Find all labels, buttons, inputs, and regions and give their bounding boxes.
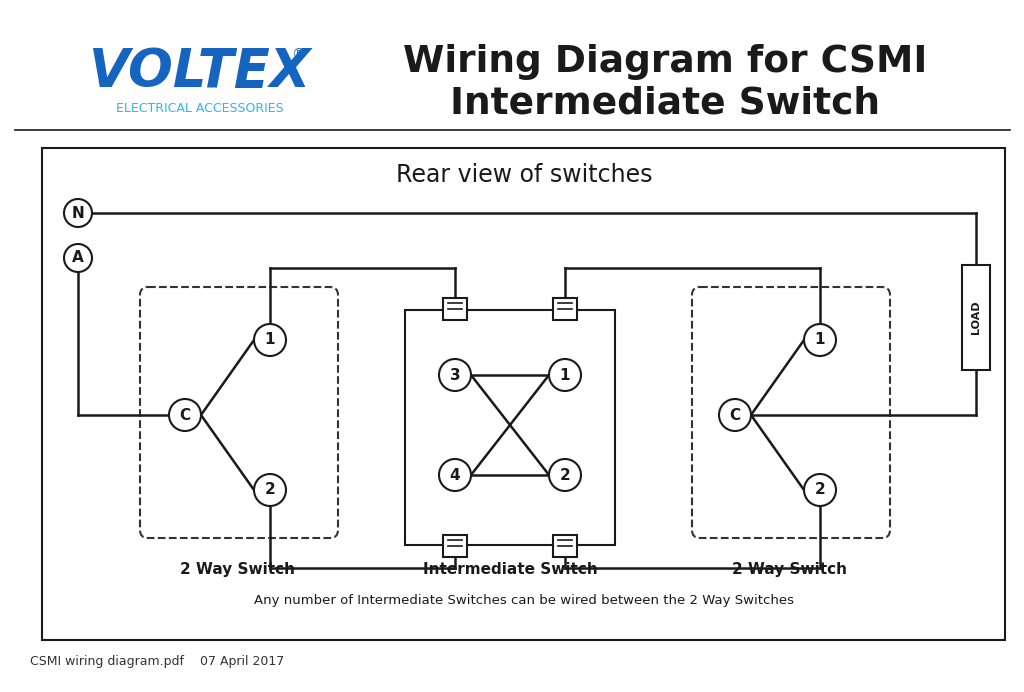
Text: Rear view of switches: Rear view of switches — [395, 163, 652, 187]
Text: Intermediate Switch: Intermediate Switch — [450, 85, 880, 121]
Text: ELECTRICAL ACCESSORIES: ELECTRICAL ACCESSORIES — [116, 102, 284, 114]
Circle shape — [254, 474, 286, 506]
Bar — [443, 298, 467, 320]
Text: 2: 2 — [815, 482, 825, 498]
FancyBboxPatch shape — [692, 287, 890, 538]
Text: 2: 2 — [264, 482, 275, 498]
Text: 07 April 2017: 07 April 2017 — [200, 655, 285, 668]
Text: 2: 2 — [560, 468, 570, 482]
Text: 4: 4 — [450, 468, 461, 482]
Circle shape — [549, 459, 581, 491]
Text: Any number of Intermediate Switches can be wired between the 2 Way Switches: Any number of Intermediate Switches can … — [254, 594, 794, 607]
Bar — [443, 535, 467, 557]
FancyBboxPatch shape — [140, 287, 338, 538]
Circle shape — [804, 324, 836, 356]
FancyBboxPatch shape — [42, 148, 1005, 640]
Text: C: C — [179, 408, 190, 423]
Circle shape — [254, 324, 286, 356]
Bar — [962, 265, 990, 370]
Circle shape — [719, 399, 751, 431]
Text: 2 Way Switch: 2 Way Switch — [732, 562, 848, 577]
Text: 1: 1 — [265, 332, 275, 347]
Circle shape — [804, 474, 836, 506]
Text: A: A — [72, 251, 84, 266]
Circle shape — [63, 199, 92, 227]
Circle shape — [439, 459, 471, 491]
Text: ®: ® — [291, 48, 305, 62]
Circle shape — [549, 359, 581, 391]
Text: Intermediate Switch: Intermediate Switch — [423, 562, 597, 577]
Circle shape — [439, 359, 471, 391]
Text: VOLTEX: VOLTEX — [89, 46, 311, 98]
Text: 1: 1 — [560, 367, 570, 383]
Text: C: C — [729, 408, 740, 423]
Text: CSMI wiring diagram.pdf: CSMI wiring diagram.pdf — [30, 655, 184, 668]
Text: 2 Way Switch: 2 Way Switch — [179, 562, 295, 577]
Text: N: N — [72, 206, 84, 221]
Text: Wiring Diagram for CSMI: Wiring Diagram for CSMI — [402, 44, 927, 80]
Bar — [553, 535, 577, 557]
Circle shape — [63, 244, 92, 272]
Circle shape — [169, 399, 201, 431]
Text: 1: 1 — [815, 332, 825, 347]
Text: LOAD: LOAD — [971, 301, 981, 334]
Bar — [406, 310, 615, 545]
Bar — [553, 298, 577, 320]
Text: 3: 3 — [450, 367, 461, 383]
